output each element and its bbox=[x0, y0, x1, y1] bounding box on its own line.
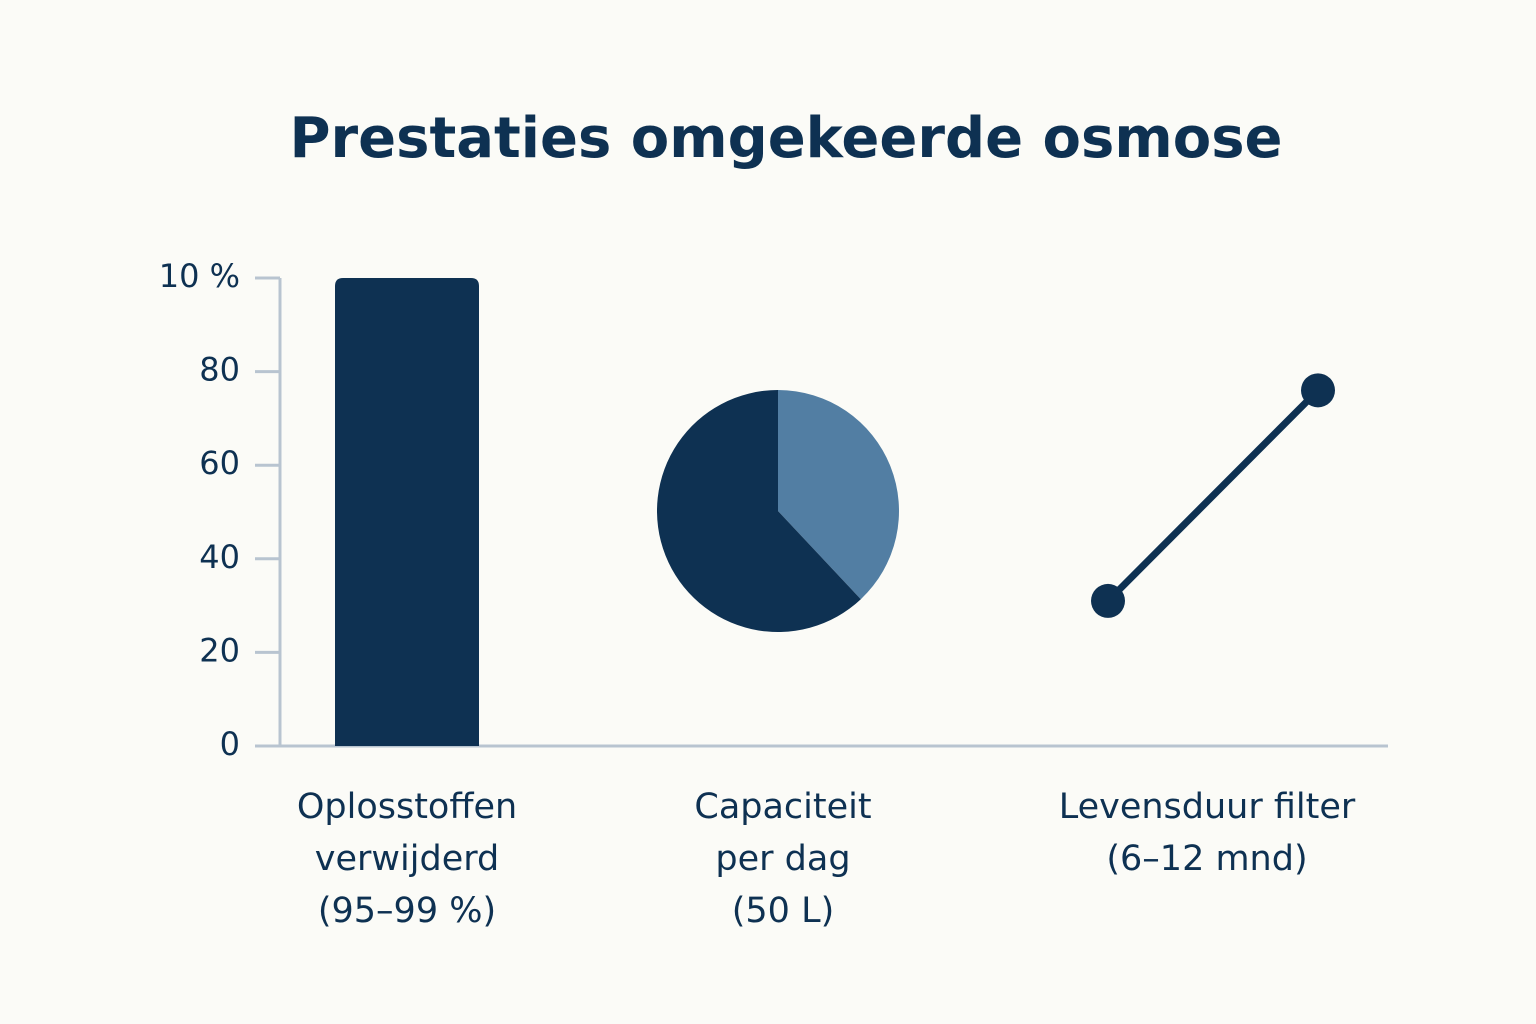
category-label: (6–12 mnd) bbox=[1106, 839, 1307, 879]
category-label: (95–99 %) bbox=[318, 891, 496, 931]
category-label: Oplosstoffen bbox=[297, 787, 517, 827]
chart-title: Prestaties omgekeerde osmose bbox=[289, 106, 1282, 171]
pie-slice bbox=[656, 389, 861, 632]
line bbox=[1105, 387, 1321, 604]
y-tick-label: 20 bbox=[199, 631, 240, 669]
pie-slice bbox=[778, 390, 899, 600]
y-tick-label: 60 bbox=[199, 444, 240, 482]
bar bbox=[335, 278, 479, 746]
y-tick-label: 80 bbox=[199, 351, 240, 389]
line-point bbox=[1091, 583, 1125, 618]
y-tick-label: 0 bbox=[220, 725, 240, 763]
y-tick-label: 40 bbox=[199, 538, 240, 576]
line-point bbox=[1301, 373, 1335, 408]
category-label: per dag bbox=[715, 839, 850, 879]
category-label: (50 L) bbox=[732, 891, 834, 931]
category-label: verwijderd bbox=[315, 839, 499, 879]
category-label: Capaciteit bbox=[694, 787, 871, 827]
category-label: Levensduur filter bbox=[1059, 787, 1356, 827]
y-tick-label: 10 % bbox=[159, 257, 240, 295]
